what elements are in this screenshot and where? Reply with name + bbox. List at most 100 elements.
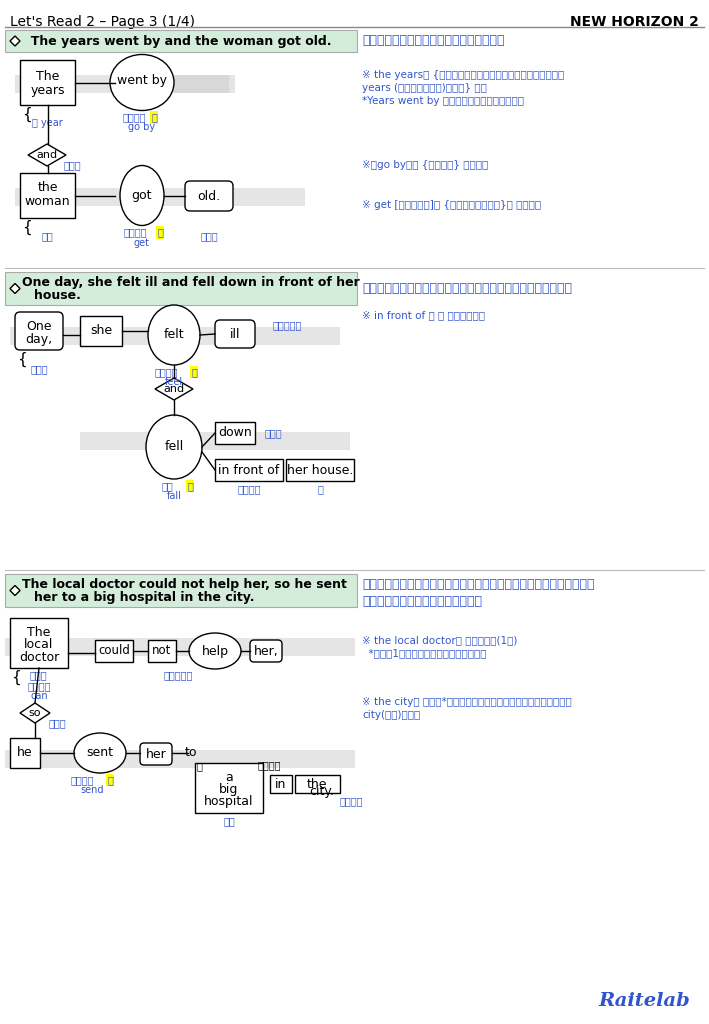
Text: and: and	[36, 150, 57, 160]
FancyBboxPatch shape	[20, 173, 75, 218]
Text: hospital: hospital	[204, 795, 254, 808]
Text: got: got	[132, 189, 152, 202]
Text: 女性: 女性	[42, 231, 53, 241]
Text: 〜と感じ: 〜と感じ	[155, 367, 178, 377]
Text: 〜の前で: 〜の前で	[238, 484, 261, 494]
Text: One day, she felt ill and fell down in front of her: One day, she felt ill and fell down in f…	[22, 276, 359, 289]
Text: feel: feel	[165, 377, 183, 387]
FancyBboxPatch shape	[10, 327, 340, 345]
Text: ※ get [形容詞など]： {状態の変化を表し}［ ］になる: ※ get [形容詞など]： {状態の変化を表し}［ ］になる	[362, 200, 541, 210]
Text: 具合が悪い: 具合が悪い	[273, 319, 302, 330]
Text: send: send	[80, 785, 104, 795]
FancyBboxPatch shape	[15, 188, 305, 206]
FancyBboxPatch shape	[286, 459, 354, 481]
Text: sent: sent	[86, 746, 113, 760]
Text: down: down	[218, 427, 252, 439]
Text: 下方に: 下方に	[265, 428, 283, 438]
FancyBboxPatch shape	[5, 30, 357, 52]
Text: went by: went by	[117, 74, 167, 87]
Text: 〜の中の: 〜の中の	[258, 760, 281, 770]
FancyBboxPatch shape	[215, 459, 283, 481]
Text: {: {	[22, 106, 32, 122]
Text: なので: なので	[48, 718, 66, 728]
FancyBboxPatch shape	[10, 618, 68, 668]
FancyBboxPatch shape	[174, 75, 229, 93]
Polygon shape	[155, 378, 193, 400]
FancyBboxPatch shape	[10, 738, 40, 768]
Text: ※ in front of 〜 ： 〜の前に・で: ※ in front of 〜 ： 〜の前に・で	[362, 310, 485, 319]
Text: Let's Read 2 – Page 3 (1/4): Let's Read 2 – Page 3 (1/4)	[10, 15, 195, 29]
Ellipse shape	[189, 633, 241, 669]
Polygon shape	[20, 703, 50, 723]
Ellipse shape	[110, 54, 174, 111]
FancyBboxPatch shape	[250, 640, 282, 662]
Text: The local doctor could not help her, so he sent: The local doctor could not help her, so …	[22, 578, 347, 591]
Text: そして: そして	[63, 160, 81, 170]
Text: her,: her,	[254, 644, 279, 657]
Text: た: た	[151, 113, 157, 123]
Text: た: た	[191, 367, 197, 377]
Text: 地元の: 地元の	[30, 670, 48, 680]
FancyBboxPatch shape	[15, 75, 235, 93]
Text: house.: house.	[34, 289, 81, 302]
Text: 〜を助ける: 〜を助ける	[163, 670, 193, 680]
Text: 市、都会: 市、都会	[340, 796, 364, 806]
Text: The: The	[36, 70, 59, 83]
FancyBboxPatch shape	[5, 272, 357, 305]
Text: 〜になっ: 〜になっ	[123, 227, 147, 238]
Text: ※ the city： 都会　*皆の共通のイメージ・理解として特定される
city(市街)に言及: ※ the city： 都会 *皆の共通のイメージ・理解として特定される cit…	[362, 697, 571, 720]
Text: ある日、彼女は具合が悪く感じ、彼女の家の前で倒れました。: ある日、彼女は具合が悪く感じ、彼女の家の前で倒れました。	[362, 282, 572, 295]
FancyBboxPatch shape	[270, 775, 292, 793]
Text: 過ぎ去っ: 過ぎ去っ	[122, 113, 146, 123]
Ellipse shape	[74, 733, 126, 773]
Polygon shape	[10, 284, 20, 294]
FancyBboxPatch shape	[148, 640, 176, 662]
Text: a: a	[225, 771, 233, 784]
Text: could: could	[98, 644, 130, 657]
FancyBboxPatch shape	[5, 638, 355, 656]
Text: Raitelab: Raitelab	[598, 992, 690, 1010]
Text: fall: fall	[167, 490, 182, 501]
Text: old.: old.	[197, 189, 220, 203]
Text: the: the	[38, 181, 57, 194]
Text: doctor: doctor	[19, 651, 59, 664]
Text: big: big	[219, 783, 239, 796]
Text: fell: fell	[164, 440, 184, 454]
Text: in: in	[275, 777, 286, 791]
Text: he: he	[17, 746, 33, 760]
Text: go by: go by	[128, 123, 155, 132]
Text: 〜できた: 〜できた	[27, 681, 51, 691]
FancyBboxPatch shape	[195, 763, 263, 813]
FancyBboxPatch shape	[185, 181, 233, 211]
Text: not: not	[152, 644, 172, 657]
FancyBboxPatch shape	[15, 312, 63, 350]
Text: 病院: 病院	[223, 816, 235, 826]
FancyBboxPatch shape	[95, 640, 133, 662]
Text: can: can	[30, 691, 48, 701]
Text: in front of: in front of	[218, 464, 279, 476]
Text: 〜: 〜	[197, 761, 203, 771]
Text: ※｜go by｜： {時などが} 過ぎ去る: ※｜go by｜： {時などが} 過ぎ去る	[362, 160, 489, 170]
Text: woman: woman	[25, 195, 70, 208]
Polygon shape	[28, 144, 66, 166]
Text: ある日: ある日	[30, 364, 48, 374]
Text: her: her	[145, 748, 167, 761]
FancyBboxPatch shape	[215, 319, 255, 348]
Text: {: {	[22, 220, 32, 236]
Text: NEW HORIZON 2: NEW HORIZON 2	[570, 15, 699, 29]
FancyBboxPatch shape	[80, 316, 122, 346]
Text: 倒れ: 倒れ	[161, 481, 173, 490]
Text: 家: 家	[317, 484, 323, 494]
Text: so: so	[29, 708, 41, 718]
Text: and: and	[164, 384, 184, 394]
Ellipse shape	[120, 166, 164, 225]
FancyBboxPatch shape	[295, 775, 340, 793]
Text: her to a big hospital in the city.: her to a big hospital in the city.	[34, 591, 255, 604]
Polygon shape	[10, 586, 20, 596]
Text: she: she	[90, 325, 112, 338]
Text: day,: day,	[26, 333, 52, 346]
FancyBboxPatch shape	[20, 60, 75, 105]
Text: 年月が過ぎ、その女性は年をとりました。: 年月が過ぎ、その女性は年をとりました。	[362, 35, 505, 47]
Text: 〜を送っ: 〜を送っ	[70, 775, 94, 785]
Text: city.: city.	[310, 785, 335, 799]
